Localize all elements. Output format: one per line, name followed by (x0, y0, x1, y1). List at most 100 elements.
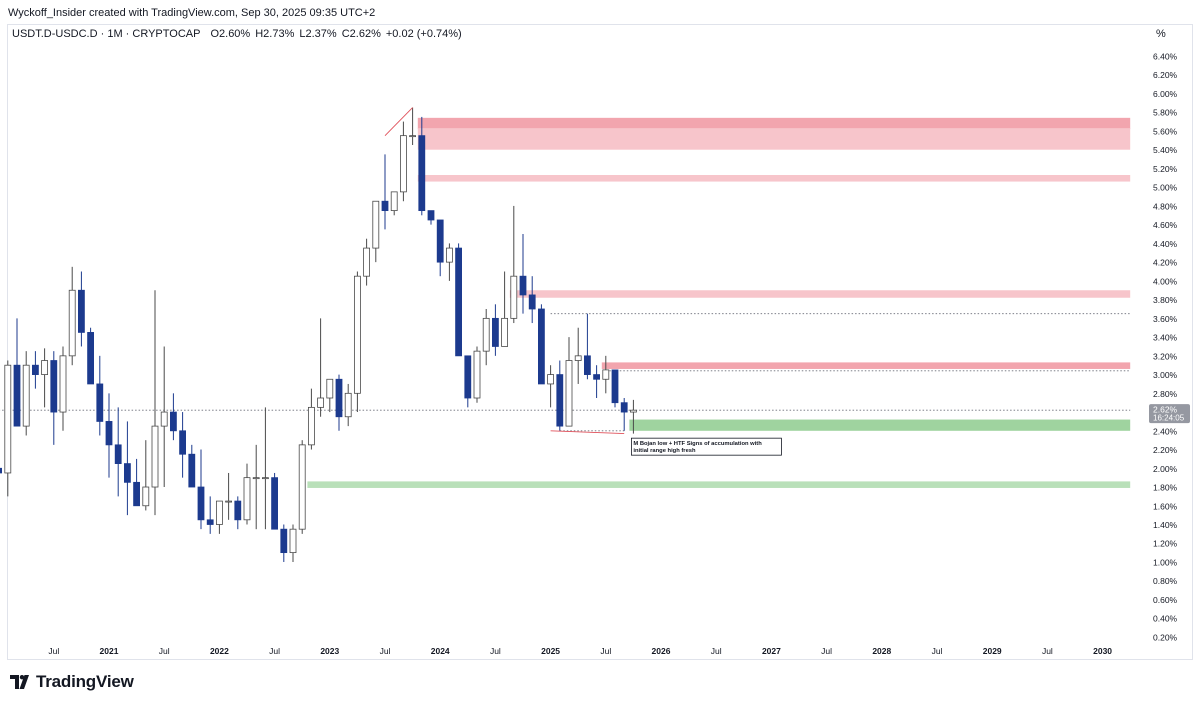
price-scale-unit[interactable]: % (1156, 28, 1166, 40)
candle-body[interactable] (206, 519, 214, 525)
candle-body[interactable] (372, 200, 380, 249)
candle-body[interactable] (363, 247, 371, 277)
demand-zone[interactable] (307, 481, 1131, 488)
supply-zone[interactable] (417, 128, 1131, 150)
annotation-box[interactable] (631, 437, 782, 456)
candle-body[interactable] (602, 369, 610, 380)
candle-body[interactable] (344, 392, 352, 418)
low-value: 2.37% (305, 28, 337, 40)
candle-body[interactable] (620, 402, 628, 413)
candle-body[interactable] (215, 500, 223, 525)
candle-body[interactable] (50, 360, 58, 413)
candle-body[interactable] (491, 317, 499, 347)
candle-body[interactable] (4, 364, 12, 474)
supply-zone[interactable] (601, 362, 1131, 369)
candle-body[interactable] (445, 247, 453, 263)
candle-body[interactable] (59, 355, 67, 413)
candle-body[interactable] (96, 383, 104, 422)
candle-body[interactable] (271, 477, 279, 530)
candle-body[interactable] (556, 374, 564, 427)
candle-body[interactable] (307, 406, 315, 446)
candle-body[interactable] (105, 421, 113, 446)
candle-body[interactable] (381, 200, 389, 212)
candle-body[interactable] (584, 355, 591, 375)
trend-line[interactable] (550, 430, 625, 435)
x-tick-label: Jul (269, 646, 280, 656)
candle-body[interactable] (197, 486, 205, 521)
candle-body[interactable] (565, 360, 573, 427)
candle-body[interactable] (390, 191, 398, 212)
candle-body[interactable] (482, 317, 490, 352)
candle-body[interactable] (289, 528, 297, 554)
candle-body[interactable] (409, 135, 417, 138)
candle-body[interactable] (326, 378, 334, 399)
candle-body[interactable] (464, 355, 472, 399)
x-tick-label: 2022 (210, 646, 229, 656)
candle-body[interactable] (261, 477, 269, 480)
x-tick-label: 2030 (1093, 646, 1112, 656)
candle-body[interactable] (32, 364, 39, 375)
last-price-tag[interactable] (1149, 404, 1190, 424)
candle-body[interactable] (68, 289, 76, 357)
candle-body[interactable] (630, 409, 637, 413)
demand-zone[interactable] (629, 419, 1131, 431)
candle-body[interactable] (124, 463, 131, 483)
candle-body[interactable] (399, 135, 407, 193)
candle-body[interactable] (13, 364, 21, 427)
supply-zone[interactable] (417, 174, 1131, 182)
candle-body[interactable] (179, 430, 187, 455)
tradingview-brand[interactable]: TradingView (10, 672, 134, 692)
candle-body[interactable] (87, 332, 94, 385)
x-tick-label: 2023 (320, 646, 339, 656)
candle-body[interactable] (41, 360, 48, 375)
y-tick-label: 3.00% (1153, 370, 1178, 380)
candle-body[interactable] (574, 355, 582, 361)
candle-body[interactable] (0, 467, 2, 474)
candle-body[interactable] (528, 294, 536, 310)
candle-body[interactable] (252, 477, 260, 480)
y-tick-label: 2.40% (1153, 426, 1178, 436)
candle-body[interactable] (501, 317, 509, 347)
supply-zone[interactable] (509, 290, 1131, 298)
y-tick-label: 3.20% (1153, 351, 1178, 361)
candle-body[interactable] (234, 500, 242, 521)
candle-body[interactable] (160, 411, 168, 427)
candle-body[interactable] (593, 374, 600, 380)
y-tick-label: 4.20% (1153, 258, 1178, 268)
candle-body[interactable] (335, 378, 343, 418)
candle-body[interactable] (353, 275, 361, 394)
candle-body[interactable] (473, 350, 481, 399)
y-tick-label: 1.60% (1153, 501, 1178, 511)
candle-body[interactable] (298, 444, 306, 530)
candle-body[interactable] (455, 247, 463, 357)
candle-body[interactable] (151, 425, 159, 488)
supply-zone[interactable] (417, 117, 1131, 130)
candle-body[interactable] (538, 308, 545, 385)
candle-body[interactable] (142, 486, 150, 507)
candle-body[interactable] (114, 444, 122, 464)
close-value: 2.62% (349, 28, 381, 40)
y-tick-label: 0.60% (1153, 595, 1178, 605)
candle-body[interactable] (188, 453, 196, 488)
candle-body[interactable] (317, 397, 325, 408)
candle-body[interactable] (510, 275, 518, 319)
candle-body[interactable] (611, 369, 619, 404)
candle-body[interactable] (22, 364, 30, 427)
candle-body[interactable] (418, 135, 426, 212)
low-label: L (299, 28, 306, 40)
candle-body[interactable] (243, 477, 251, 521)
candle-body[interactable] (427, 210, 435, 221)
candle-body[interactable] (225, 500, 233, 503)
candle-body[interactable] (78, 289, 85, 333)
candle-body[interactable] (169, 411, 177, 432)
candle-body[interactable] (436, 219, 444, 263)
trend-line[interactable] (384, 107, 413, 136)
x-tick-label: Jul (821, 646, 832, 656)
symbol-name[interactable]: USDT.D-USDC.D · 1M · CRYPTOCAP (12, 28, 201, 40)
y-tick-label: 3.40% (1153, 333, 1178, 343)
candle-body[interactable] (280, 528, 288, 554)
candle-body[interactable] (133, 481, 141, 507)
candle-body[interactable] (547, 374, 554, 385)
candle-body[interactable] (519, 275, 527, 296)
